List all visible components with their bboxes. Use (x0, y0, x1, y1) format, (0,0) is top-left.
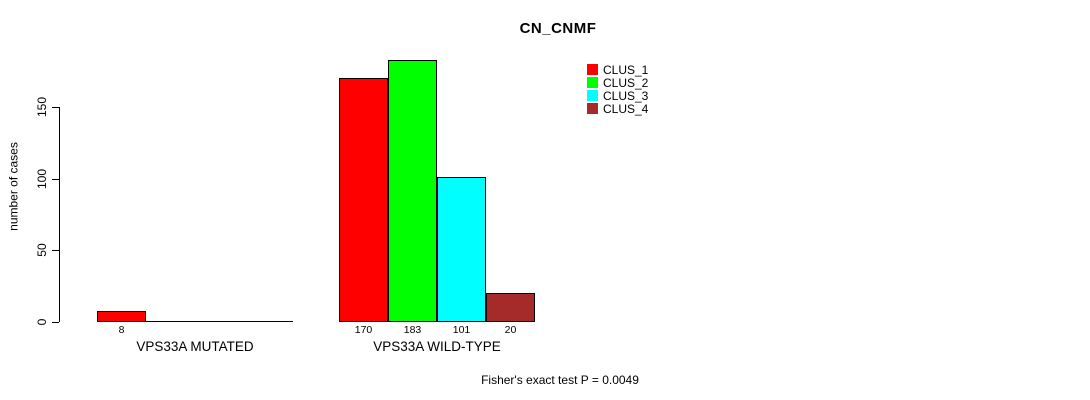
zero-bar-baseline (146, 321, 195, 322)
legend-swatch-clus-3 (587, 90, 598, 101)
group-label-vps33a-mutated: VPS33A MUTATED (136, 339, 254, 354)
fisher-test-annotation: Fisher's exact test P = 0.0049 (481, 373, 639, 387)
bar-value-label: 20 (504, 324, 517, 336)
bar-clus-1-vps33a-wild-type (339, 78, 388, 322)
legend-item-clus-2: CLUS_2 (587, 75, 649, 90)
legend-swatch-clus-1 (587, 64, 598, 75)
y-axis-tick-label: 100 (35, 168, 49, 190)
y-axis-line (59, 107, 60, 322)
bar-value-label: 101 (452, 324, 471, 336)
y-axis-tick (52, 107, 59, 108)
legend: CLUS_1 CLUS_2 CLUS_3 CLUS_4 (587, 62, 649, 116)
zero-bar-baseline (195, 321, 244, 322)
legend-item-clus-3: CLUS_3 (587, 88, 649, 103)
bar-clus-3-vps33a-wild-type (437, 177, 486, 322)
bar-value-label: 170 (354, 324, 373, 336)
legend-item-clus-4: CLUS_4 (587, 101, 649, 116)
legend-item-clus-1: CLUS_1 (587, 62, 649, 77)
bar-value-label: 183 (403, 324, 422, 336)
legend-label: CLUS_1 (603, 62, 649, 77)
group-label-vps33a-wild-type: VPS33A WILD-TYPE (373, 339, 501, 354)
legend-swatch-clus-4 (587, 103, 598, 114)
y-axis-tick-label: 150 (35, 96, 49, 118)
bar-clus-2-vps33a-wild-type (388, 60, 437, 322)
y-axis-tick (52, 250, 59, 251)
legend-label: CLUS_3 (603, 88, 649, 103)
zero-bar-baseline (244, 321, 293, 322)
y-axis-label: number of cases (6, 142, 21, 231)
y-axis-tick-label: 50 (35, 243, 49, 257)
legend-swatch-clus-2 (587, 77, 598, 88)
y-axis-tick (52, 179, 59, 180)
legend-label: CLUS_4 (603, 101, 649, 116)
y-axis-tick (52, 322, 59, 323)
bar-clus-1-vps33a-mutated (97, 311, 146, 322)
y-axis-tick-label: 0 (35, 318, 49, 326)
chart-title: CN_CNMF (519, 20, 597, 37)
bar-clus-4-vps33a-wild-type (486, 293, 535, 322)
legend-label: CLUS_2 (603, 75, 649, 90)
bar-value-label: 8 (118, 324, 125, 336)
